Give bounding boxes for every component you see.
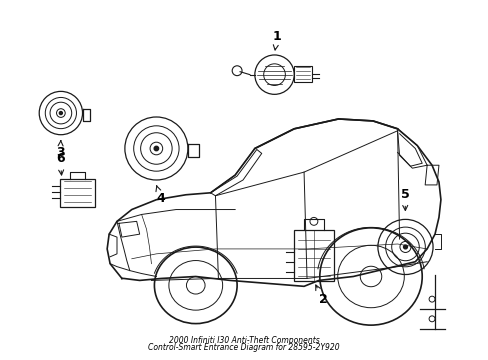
- Circle shape: [154, 146, 158, 151]
- Text: 2: 2: [315, 285, 327, 306]
- Text: 6: 6: [56, 152, 64, 175]
- Text: 2000 Infiniti I30 Anti-Theft Components: 2000 Infiniti I30 Anti-Theft Components: [168, 336, 319, 345]
- Text: 1: 1: [272, 30, 281, 50]
- Text: Control-Smart Entrance Diagram for 28595-2Y920: Control-Smart Entrance Diagram for 28595…: [148, 343, 339, 352]
- Text: 5: 5: [400, 188, 408, 211]
- Text: 4: 4: [156, 186, 165, 205]
- Circle shape: [403, 245, 407, 249]
- Text: 3: 3: [56, 140, 64, 159]
- Circle shape: [59, 112, 62, 114]
